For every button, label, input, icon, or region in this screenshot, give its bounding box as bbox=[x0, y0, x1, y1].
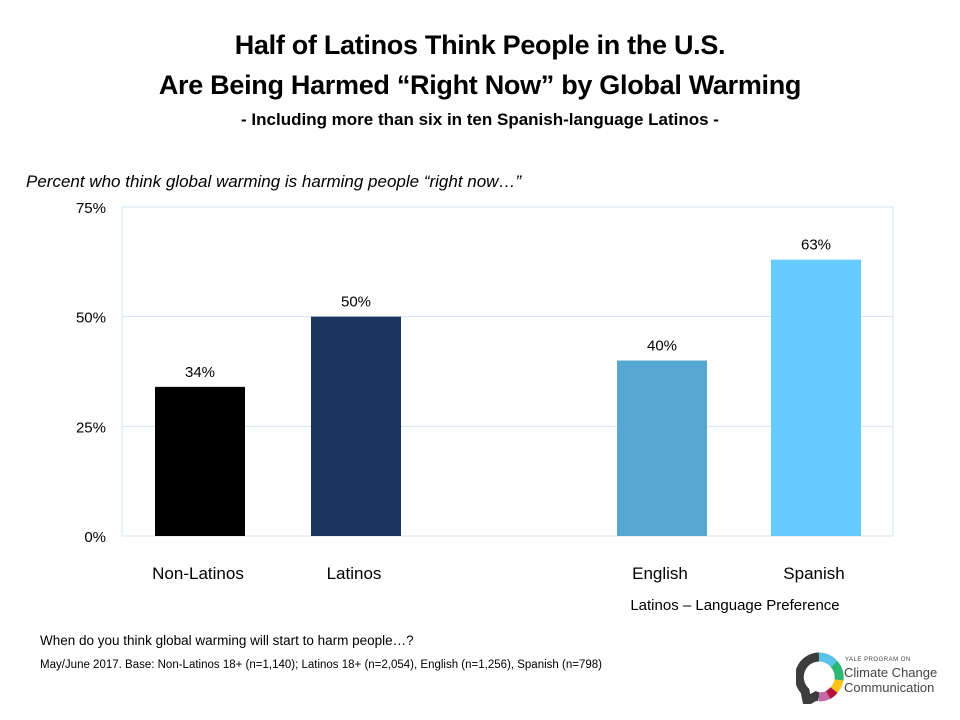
x-category-label: Non-Latinos bbox=[152, 564, 244, 583]
survey-question: When do you think global warming will st… bbox=[40, 633, 414, 648]
ycc-logo-icon bbox=[796, 652, 844, 704]
y-tick-label: 50% bbox=[76, 310, 106, 327]
bar-value-label: 40% bbox=[647, 338, 677, 355]
bar-value-label: 34% bbox=[185, 364, 215, 381]
chart-subtitle: - Including more than six in ten Spanish… bbox=[241, 110, 719, 129]
bar-latinos bbox=[311, 316, 401, 536]
bar-non-latinos bbox=[155, 386, 245, 536]
group-annotation: Latinos – Language Preference bbox=[630, 597, 840, 614]
bar-english bbox=[617, 360, 707, 536]
bar-value-label: 50% bbox=[341, 294, 371, 311]
chart-title-line-2: Are Being Harmed “Right Now” by Global W… bbox=[158, 70, 802, 100]
bar-spanish bbox=[771, 259, 861, 536]
x-category-label: Latinos bbox=[327, 564, 382, 583]
y-tick-label: 25% bbox=[76, 419, 106, 436]
logo-text-line-1: Climate Change bbox=[844, 665, 938, 680]
chart-title-line-1: Half of Latinos Think People in the U.S. bbox=[234, 30, 726, 60]
logo-text-small: YALE PROGRAM ON bbox=[845, 657, 911, 663]
y-tick-label: 0% bbox=[84, 529, 106, 546]
x-category-label: Spanish bbox=[783, 564, 844, 583]
x-category-label: English bbox=[632, 564, 688, 583]
bar-value-label: 63% bbox=[801, 237, 831, 254]
y-tick-label: 75% bbox=[76, 200, 106, 217]
logo-text-line-2: Communication bbox=[844, 680, 935, 695]
y-axis-description: Percent who think global warming is harm… bbox=[26, 172, 522, 191]
base-note: May/June 2017. Base: Non-Latinos 18+ (n=… bbox=[40, 659, 602, 671]
